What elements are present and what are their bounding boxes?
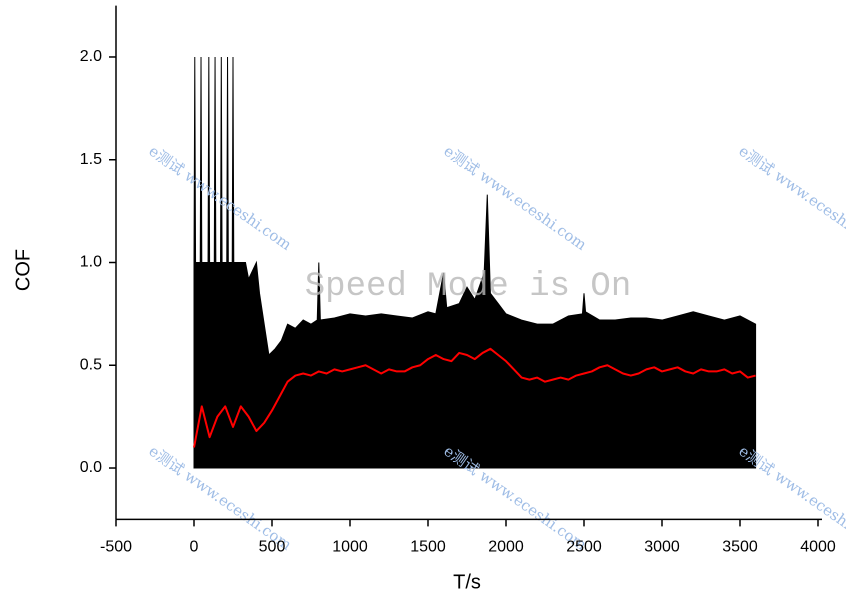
watermark: e测试 www.eceshi.com [440,142,589,254]
y-tick-label: 0.5 [80,356,102,373]
y-tick-label: 0.0 [80,459,102,476]
x-tick-label: 4000 [800,539,836,556]
x-axis-label: T/s [453,571,481,593]
y-tick-label: 2.0 [80,48,102,65]
watermark: e测试 www.eceshi.com [735,142,846,254]
x-tick-label: -500 [100,539,132,556]
x-tick-label: 3500 [722,539,758,556]
x-tick-label: 2000 [488,539,524,556]
x-tick-label: 3000 [644,539,680,556]
watermark: e测试 www.eceshi.com [735,442,846,554]
x-tick-label: 1000 [332,539,368,556]
x-tick-label: 2500 [566,539,602,556]
x-tick-label: 500 [259,539,286,556]
x-tick-label: 0 [190,539,199,556]
annotation: Speed Mode is On [305,268,631,306]
y-axis-label: COF [12,249,34,291]
y-tick-label: 1.0 [80,254,102,271]
x-tick-label: 1500 [410,539,446,556]
data-line [193,347,756,448]
data-area [193,56,757,469]
y-tick-label: 1.5 [80,151,102,168]
